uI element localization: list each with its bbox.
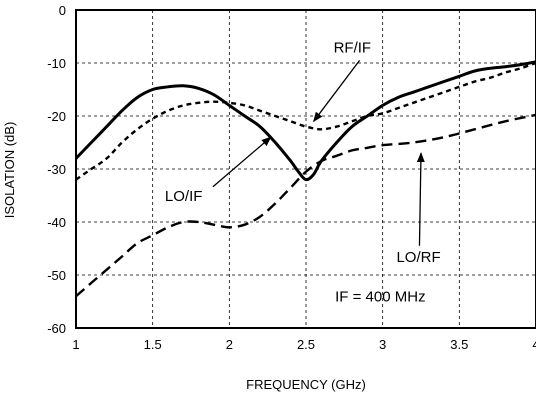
y-tick-label: -50 <box>47 268 66 283</box>
x-axis-title: FREQUENCY (GHz) <box>246 377 366 392</box>
annotation-label-lo-rf: LO/RF <box>396 249 440 266</box>
x-tick-label: 1.5 <box>144 337 162 352</box>
x-tick-label: 1 <box>72 337 79 352</box>
y-tick-label: -20 <box>47 109 66 124</box>
annotation-label-if-400-mhz: IF = 400 MHz <box>335 289 425 306</box>
grid <box>76 10 536 328</box>
y-tick-label: -60 <box>47 321 66 336</box>
plot-frame <box>75 9 536 329</box>
x-tick-label: 3.5 <box>450 337 468 352</box>
x-tick-label: 2 <box>226 337 233 352</box>
y-axis-title: ISOLATION (dB) <box>2 122 17 219</box>
y-tick-labels: 0 -10 -20 -30 -40 -50 -60 <box>47 3 66 336</box>
y-tick-label: -10 <box>47 56 66 71</box>
y-tick-label: -30 <box>47 162 66 177</box>
annotation-label-lo-if: LO/IF <box>165 188 203 205</box>
series-group <box>74 60 536 298</box>
x-tick-label: 3 <box>379 337 386 352</box>
annotation-label-rf-if: RF/IF <box>334 39 372 56</box>
annotation-arrow-rf-if <box>313 60 361 123</box>
series-line-lo-if <box>74 60 536 182</box>
series-line-lo-rf <box>75 113 536 298</box>
annotation-arrow-lo-if <box>212 136 272 188</box>
annotations: RF/IF LO/IF LO/RF IF = 400 MHz <box>165 39 441 305</box>
y-tick-label: 0 <box>59 3 66 18</box>
y-tick-label: -40 <box>47 215 66 230</box>
x-tick-label: 4 <box>532 337 536 352</box>
x-tick-labels: 1 1.5 2 2.5 3 3.5 4 <box>72 337 536 352</box>
annotation-arrow-lo-rf <box>416 152 425 246</box>
x-tick-label: 2.5 <box>297 337 315 352</box>
series-line-rf-if <box>75 61 536 181</box>
